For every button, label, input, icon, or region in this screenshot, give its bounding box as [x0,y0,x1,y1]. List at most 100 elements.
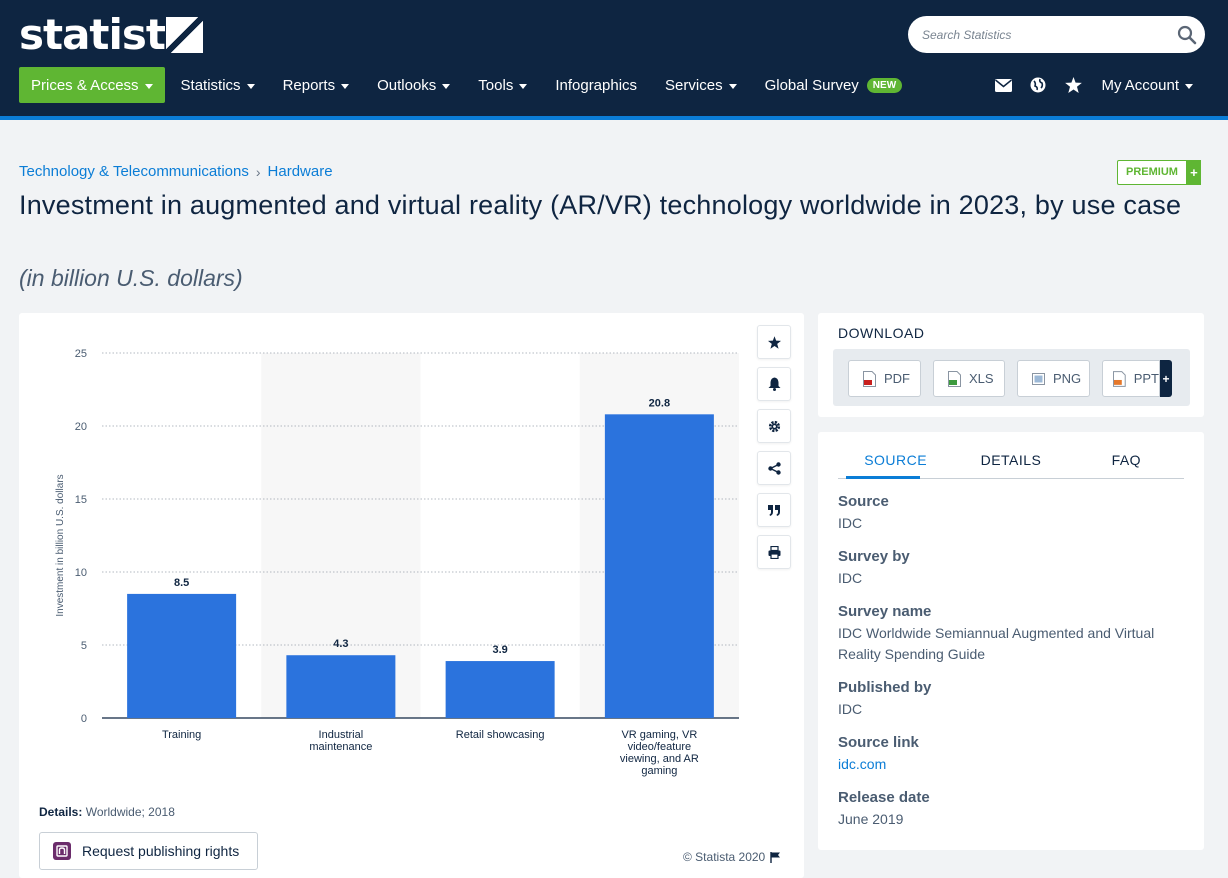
premium-label: PREMIUM [1117,160,1187,185]
field-value: June 2019 [838,811,904,827]
xls-file-icon [948,370,961,387]
y-tick-label: 15 [75,494,87,506]
x-tick-label-line: Retail showcasing [456,729,545,741]
download-xls-button[interactable]: XLS [933,360,1005,397]
source-field-survey-name: Survey name IDC Worldwide Semiannual Aug… [838,602,1178,665]
share-button[interactable] [757,451,791,485]
caret-down-icon [246,83,255,89]
nav-statistics[interactable]: Statistics [167,67,269,103]
field-value: IDC Worldwide Semiannual Augmented and V… [838,625,1155,662]
statista-logo[interactable]: statista [19,10,193,59]
nav-global-survey[interactable]: Global Survey NEW [751,67,917,103]
nav-reports[interactable]: Reports [269,67,364,103]
header-utilities: My Account [977,67,1193,103]
chevron-right-icon: › [255,163,261,180]
field-label: Published by [838,679,932,696]
flag-icon[interactable] [770,851,781,863]
caret-down-icon [341,83,350,89]
premium-badge[interactable]: PREMIUM + [1117,160,1201,185]
bar-chart: 0 5 10 15 20 25 Investment in billion U.S. dol… [55,348,739,777]
tab-faq[interactable]: FAQ [1111,452,1142,468]
field-value: IDC [838,570,863,586]
mail-icon[interactable] [994,76,1012,94]
settings-button[interactable] [757,409,791,443]
field-label: Survey name [838,603,932,620]
my-account-menu[interactable]: My Account [1101,77,1193,94]
bar-value-label: 3.9 [492,644,507,656]
notification-button[interactable] [757,367,791,401]
nav-outlooks[interactable]: Outlooks [363,67,464,103]
field-label: Source [838,493,889,510]
download-png-button[interactable]: PNG [1017,360,1090,397]
field-label: Release date [838,789,930,806]
download-card: DOWNLOAD PDF XLS PNG PPT + [818,313,1204,417]
print-button[interactable] [757,535,791,569]
x-tick-label-line: maintenance [309,741,372,753]
nav-services[interactable]: Services [651,67,751,103]
globe-icon[interactable] [1029,76,1047,94]
request-publishing-rights-button[interactable]: Request publishing rights [39,832,258,870]
y-tick-label: 25 [75,348,87,360]
tab-details[interactable]: DETAILS [980,452,1042,468]
star-icon[interactable] [1064,76,1082,94]
bar-value-label: 8.5 [174,577,189,589]
cite-button[interactable] [757,493,791,527]
caret-down-icon [144,83,153,89]
nav-infographics[interactable]: Infographics [541,67,651,103]
statista-logo-mark-icon[interactable] [166,17,203,53]
x-tick-label-line: video/feature [628,741,692,753]
source-card: SOURCE DETAILS FAQ Source IDC Survey by … [818,432,1204,850]
png-file-icon [1032,372,1045,385]
x-tick-label-line: gaming [641,765,677,777]
nav-label: Prices & Access [31,76,139,94]
details-label: Details: [39,805,83,819]
source-field-release-date: Release date June 2019 [838,788,1178,830]
chart-card: 0 5 10 15 20 25 Investment in billion U.S. dol… [19,313,804,878]
nav-label: Outlooks [377,76,437,94]
x-tick-label-line: VR gaming, VR [621,729,697,741]
nav-label: Services [665,76,723,94]
source-field-published-by: Published by IDC [838,678,1178,720]
nav-tools[interactable]: Tools [464,67,541,103]
y-tick-label: 10 [75,567,87,579]
bar [445,661,555,718]
download-pdf-button[interactable]: PDF [848,360,921,397]
search-input[interactable] [922,16,1172,53]
caret-down-icon [728,83,737,89]
x-tick-label-line: Training [162,729,201,741]
print-icon [768,545,780,559]
x-tick-label: VR gaming, VR video/feature viewing, and A… [620,729,699,777]
favorite-button[interactable] [757,325,791,359]
pdf-label: PDF [884,371,910,386]
caret-down-icon [442,83,451,89]
breadcrumb: Technology & Telecommunications › Hardwa… [19,163,333,180]
y-axis-label: Investment in billion U.S. dollars [55,474,66,616]
copyright-text[interactable]: © Statista 2020 [683,850,766,864]
bar [286,655,396,718]
source-field-survey-by: Survey by IDC [838,547,1178,589]
nav-label: Infographics [555,76,638,94]
share-icon [767,461,781,475]
pdf-file-icon [863,370,876,387]
xls-label: XLS [969,371,994,386]
nav-label: Statistics [180,76,241,94]
breadcrumb-link-hardware[interactable]: Hardware [267,163,333,180]
source-field-source-link: Source link idc.com [838,733,1178,775]
bell-icon [768,377,780,391]
x-tick-label-line: Industrial [319,729,364,741]
new-badge: NEW [866,77,903,93]
breadcrumb-link-technology[interactable]: Technology & Telecommunications [19,163,249,180]
ppt-plus-button[interactable]: + [1160,360,1172,397]
download-title: DOWNLOAD [838,325,925,341]
nav-prices-access[interactable]: Prices & Access [19,67,165,103]
field-label: Source link [838,734,919,751]
search-icon[interactable] [1177,25,1197,45]
download-ppt-button[interactable]: PPT [1102,360,1160,397]
star-icon [767,335,781,349]
caret-down-icon [1185,83,1193,89]
tab-source[interactable]: SOURCE [864,452,928,468]
search-box [908,16,1205,53]
source-tabs: SOURCE DETAILS FAQ [838,446,1184,479]
y-tick-label: 5 [81,640,87,652]
source-link[interactable]: idc.com [838,756,887,772]
